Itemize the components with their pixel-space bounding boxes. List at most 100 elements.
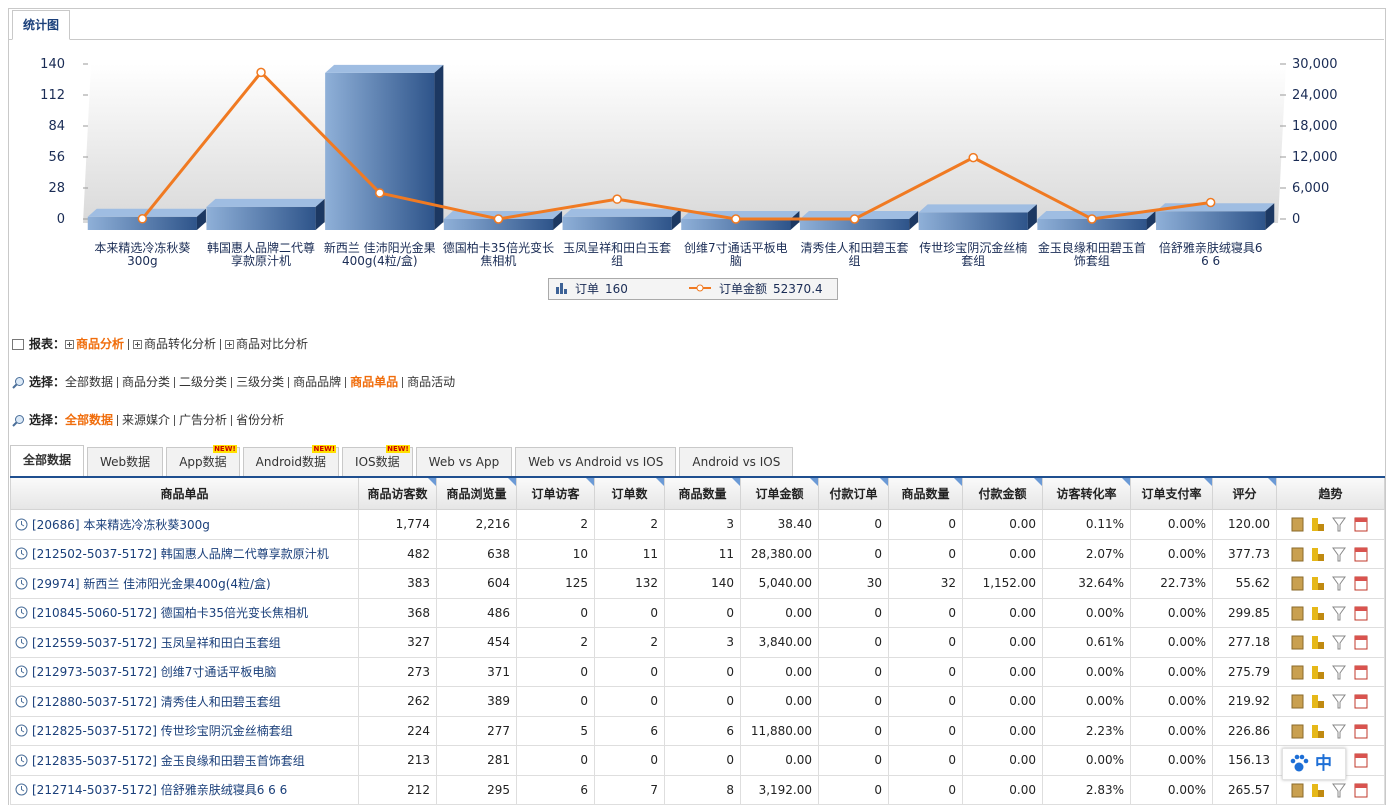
legend-item[interactable]: 订单金额 52370.4 xyxy=(687,279,823,299)
table-cell: 5 xyxy=(516,715,595,746)
ime-widget[interactable]: 中 xyxy=(1282,748,1346,780)
column-header[interactable]: 商品浏览量 xyxy=(436,476,517,510)
table-cell: 11 xyxy=(664,538,741,569)
cell-text: 0.00 xyxy=(1009,782,1036,797)
link[interactable]: 全部数据 xyxy=(65,375,114,389)
column-header[interactable]: 付款金额 xyxy=(962,476,1043,510)
link[interactable]: 商品转化分析 xyxy=(144,337,217,351)
column-header[interactable]: 访客转化率 xyxy=(1042,476,1131,510)
row-icon xyxy=(12,414,24,427)
coins-icon xyxy=(1311,547,1318,561)
trend-icons[interactable] xyxy=(1290,546,1372,562)
column-header[interactable]: 订单金额 xyxy=(740,476,819,510)
trend-icons[interactable] xyxy=(1290,782,1372,798)
data-tab[interactable]: App数据 NEW! xyxy=(166,445,240,476)
cell-text: 11 xyxy=(642,546,658,561)
cell-text: 0 xyxy=(580,664,588,679)
link[interactable]: 商品品牌 xyxy=(293,375,342,389)
coins-icon xyxy=(1311,636,1318,650)
column-header[interactable]: 订单访客 xyxy=(516,476,595,510)
chart: 0 28 56 84 112 140 0 6,000 12,000 18,000 24,000 30,… xyxy=(40,57,1338,230)
data-tab[interactable]: Web vs App xyxy=(415,447,513,476)
bar-front xyxy=(918,212,1028,230)
link[interactable]: 商品分析 xyxy=(76,337,125,351)
table-cell: 2,216 xyxy=(436,509,517,540)
data-tab[interactable]: 全部数据 xyxy=(10,445,85,476)
trend-icons[interactable] xyxy=(1290,693,1372,709)
filter-icon xyxy=(1331,576,1346,591)
cell-text: 0 xyxy=(874,546,882,561)
link[interactable]: 商品对比分析 xyxy=(236,337,309,351)
cell-text: 0 xyxy=(948,605,956,620)
cell-text: 0.00 xyxy=(785,753,812,768)
link[interactable]: 二级分类 xyxy=(179,375,228,389)
trend-icons[interactable] xyxy=(1290,605,1372,621)
calendar-top xyxy=(1354,636,1367,641)
clipboard-icon xyxy=(1291,606,1303,621)
table-row: [212835-5037-5172] 金玉良缘和田碧玉首饰套组 213 281 0 0 0… xyxy=(10,745,1385,776)
data-tab[interactable]: IOS数据 NEW! xyxy=(342,445,413,476)
data-tab[interactable]: Web vs Android vs IOS xyxy=(515,447,677,476)
column-header[interactable]: 商品数量 xyxy=(888,476,963,510)
trend-icons[interactable] xyxy=(1290,723,1372,739)
cell-text: 275.79 xyxy=(1228,664,1270,679)
link[interactable]: 广告分析 xyxy=(179,413,228,427)
clock-icon xyxy=(15,518,28,531)
link[interactable]: 商品单品 xyxy=(350,375,399,389)
table-cell: 0.00 xyxy=(740,745,819,776)
cell-text: 0 xyxy=(948,635,956,650)
line-point xyxy=(1087,214,1097,224)
clock-hands xyxy=(21,579,25,586)
link[interactable]: 三级分类 xyxy=(236,375,285,389)
filter-icon xyxy=(1331,694,1346,709)
trend-icons[interactable] xyxy=(1290,575,1372,591)
new-badge: NEW! xyxy=(213,445,237,453)
separator xyxy=(231,376,233,388)
line-point xyxy=(612,194,622,204)
trend-icons[interactable] xyxy=(1290,634,1372,650)
table-cell: 2 xyxy=(594,627,665,658)
legend-item[interactable]: 订单 160 xyxy=(555,279,628,299)
link-row: 报表： 商品分析 商品转化分析 商品对比分析 xyxy=(12,336,308,352)
link[interactable]: 商品分类 xyxy=(122,375,171,389)
new-badge: NEW! xyxy=(386,445,410,453)
column-header[interactable]: 商品数量 xyxy=(664,476,741,510)
data-tab[interactable]: Android vs IOS xyxy=(679,447,794,476)
trend-icons[interactable] xyxy=(1290,516,1372,532)
data-tab[interactable]: Android数据 NEW! xyxy=(242,445,340,476)
column-header[interactable]: 商品访客数 xyxy=(358,476,437,510)
column-header[interactable]: 付款订单 xyxy=(818,476,889,510)
table-cell: 262 xyxy=(358,686,437,717)
link[interactable]: 全部数据 xyxy=(65,413,114,427)
link[interactable]: 省份分析 xyxy=(236,413,285,427)
data-tab[interactable]: Web数据 xyxy=(87,447,164,476)
table-cell: 0 xyxy=(818,509,889,540)
column-header[interactable]: 评分 xyxy=(1212,476,1277,510)
separator xyxy=(117,414,119,426)
table-cell: [212559-5037-5172] 玉凤呈祥和田白玉套组 xyxy=(10,627,359,658)
separator xyxy=(402,376,404,388)
bar xyxy=(206,198,325,230)
trend-icons[interactable] xyxy=(1290,664,1372,680)
filter-icon xyxy=(1331,724,1346,739)
legend-dot xyxy=(696,284,704,292)
clipboard-icon xyxy=(1291,665,1303,680)
column-header[interactable]: 订单数 xyxy=(594,476,665,510)
link[interactable]: 商品活动 xyxy=(407,375,456,389)
link[interactable]: 来源媒介 xyxy=(122,413,171,427)
table-cell: 299.85 xyxy=(1212,597,1277,628)
table-cell: 120.00 xyxy=(1212,509,1277,540)
table-cell: 0.00 xyxy=(962,538,1043,569)
cell-text: 8 xyxy=(726,782,734,797)
chart-tab[interactable]: 统计图 xyxy=(12,10,70,40)
cell-text: 0 xyxy=(726,694,734,709)
clipboard-icon xyxy=(1291,635,1303,650)
column-header[interactable]: 订单支付率 xyxy=(1130,476,1213,510)
table-cell: 224 xyxy=(358,715,437,746)
table-cell: 0.00% xyxy=(1042,686,1131,717)
table-cell: 0.00% xyxy=(1130,745,1213,776)
coins-icon xyxy=(1317,612,1324,620)
bar-side xyxy=(909,211,919,230)
coins-icon xyxy=(1311,577,1318,591)
table-cell: 0.00% xyxy=(1130,774,1213,805)
